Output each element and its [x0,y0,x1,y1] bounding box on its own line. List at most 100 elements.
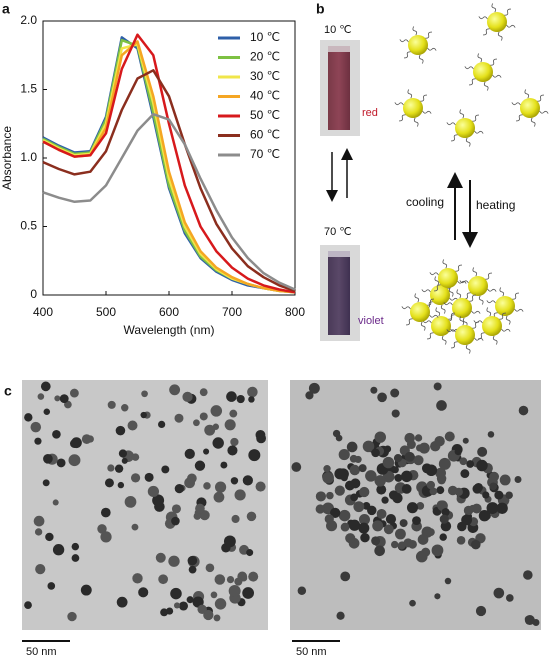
nanoparticle [444,577,452,585]
nanoparticle [385,513,397,525]
nanoparticle [436,500,446,510]
nanoparticle [174,483,184,494]
x-tick-label: 700 [222,305,242,319]
nanoparticle [67,611,77,622]
series-line [42,33,296,294]
ligand [434,284,441,292]
ligand [427,332,434,340]
nanoparticle [158,420,166,429]
vial-cap [328,46,350,52]
nanoparticle [439,533,447,541]
ligand [459,109,465,119]
ligand [478,16,488,20]
ligand [490,58,497,66]
ligand [451,134,458,142]
ligand [511,102,521,106]
ligand [537,94,544,102]
gold-particle [408,35,428,55]
nanoparticle [227,445,238,456]
nanoparticle [476,459,488,472]
ligand [530,117,536,127]
nanoparticle [460,469,470,479]
ligand [435,307,441,317]
nanoparticle [399,519,408,528]
ligand [516,114,523,122]
nanoparticle [374,475,386,487]
nanoparticle [470,539,481,550]
nanoparticle [466,460,475,468]
ligand [422,320,432,324]
nanoparticle [416,501,425,510]
nanoparticle [349,464,360,476]
scale-label: 50 nm [296,646,327,658]
nanoparticle [406,502,419,514]
ligand [448,287,454,297]
ligand [448,312,455,320]
nanoparticle [255,481,266,492]
nanoparticle [338,448,350,461]
nanoparticle [514,476,522,484]
ligand [478,332,485,340]
nanoparticle [203,482,211,490]
x-tick-label: 400 [33,305,53,319]
ligand [399,39,409,43]
nanoparticle [305,391,314,400]
x-tick-label: 800 [285,305,305,319]
gold-particle [468,276,488,296]
nanoparticle [132,573,143,584]
ligand [451,341,458,349]
ligand [506,24,516,28]
nanoparticle [340,474,348,482]
nanoparticle [147,485,160,498]
nanoparticle [330,507,341,518]
ligand [394,102,404,106]
color-label: violet [358,315,384,327]
nanoparticle [505,491,513,499]
nanoparticle [438,457,451,470]
nanoparticle [248,571,259,582]
nanoparticle [127,420,138,431]
nanoparticle [370,386,378,394]
nanoparticle [362,440,375,453]
nanoparticle [315,491,327,502]
ligand [420,321,426,331]
nanoparticle [348,519,361,531]
nanoparticle [324,514,334,524]
nanoparticle [291,462,302,472]
panel-label: b [316,1,325,17]
nanoparticle [493,587,505,599]
ligand [412,26,418,36]
vial-liquid [328,251,350,335]
nanoparticle [100,531,112,543]
nanoparticle [174,413,184,423]
ligand [441,335,447,345]
nanoparticle [173,602,181,609]
nanoparticle [489,471,500,482]
nanoparticle [24,413,33,422]
nanoparticle [52,429,61,439]
nanoparticle [388,490,399,500]
nanoparticle [297,586,307,596]
nanoparticle [482,491,490,499]
nanoparticle [107,464,115,472]
ligand [487,288,497,292]
nanoparticle [413,455,424,466]
ligand [497,31,503,41]
panel-label: a [2,1,10,17]
nanoparticle [194,460,206,471]
nanoparticle [394,474,403,482]
nanoparticle [116,596,128,608]
ligand [401,306,411,310]
process-label: heating [476,198,515,212]
nanoparticle [34,437,42,445]
nanoparticle [231,514,240,524]
nanoparticle [390,388,400,398]
nanoparticle [199,388,208,397]
ligand [499,287,505,297]
nanoparticle [45,532,54,542]
gold-particle [452,298,472,318]
nanoparticle [499,474,511,486]
nanoparticle [193,512,201,520]
nanoparticle [186,596,194,604]
ligand [457,280,467,284]
